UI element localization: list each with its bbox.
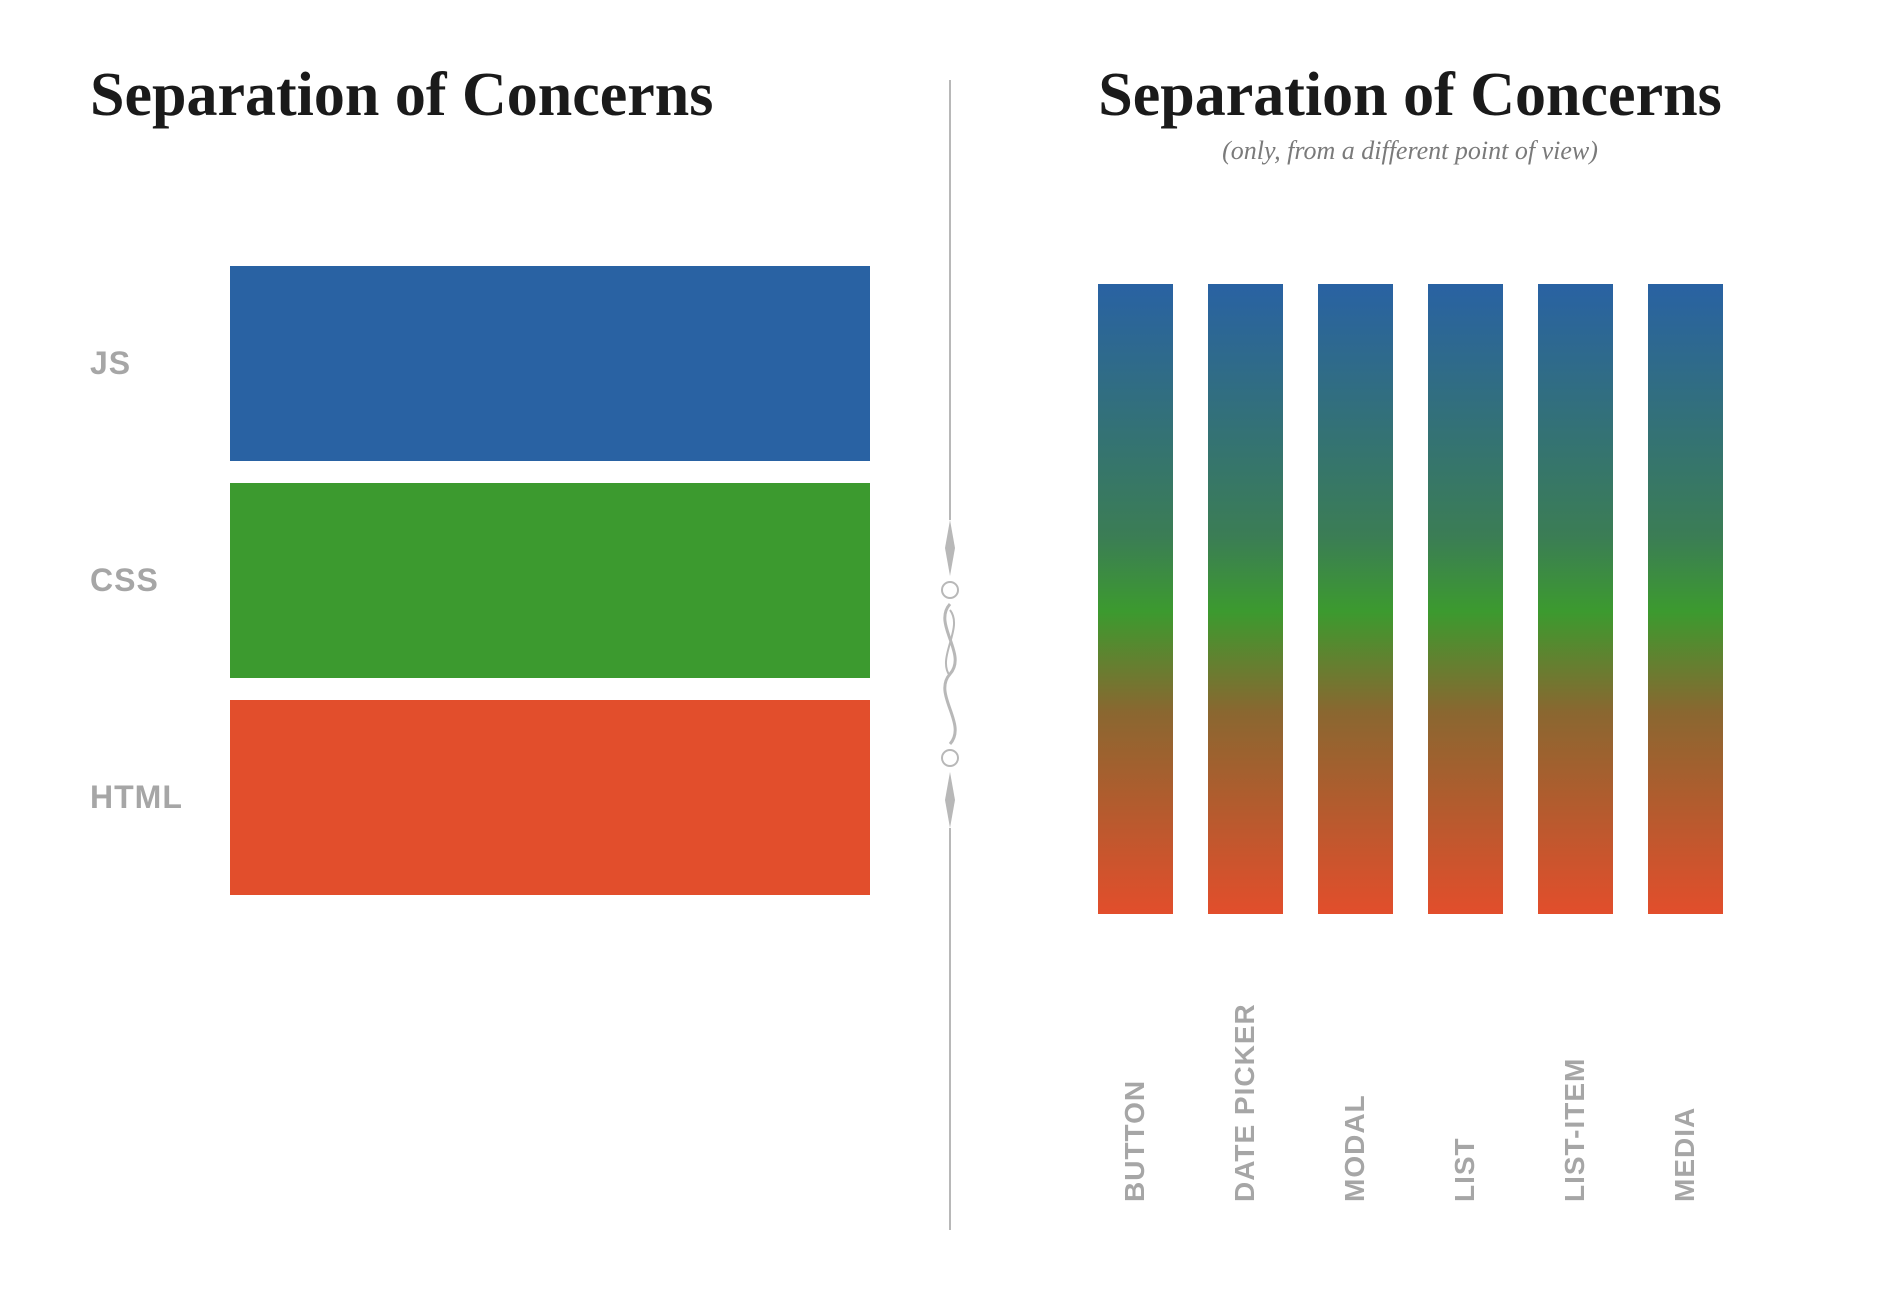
column-date-picker: DATE PICKER bbox=[1208, 284, 1283, 1202]
column-label: MEDIA bbox=[1669, 972, 1701, 1202]
column-list: LIST bbox=[1428, 284, 1503, 1202]
layer-bar-css bbox=[230, 483, 870, 678]
left-title: Separation of Concerns bbox=[90, 60, 890, 131]
column-bar bbox=[1098, 284, 1173, 914]
layer-label-js: JS bbox=[90, 345, 230, 382]
column-bar bbox=[1538, 284, 1613, 914]
columns-wrap: BUTTON DATE PICKER MODAL LIST LIST-ITEM … bbox=[1098, 284, 1723, 1202]
column-modal: MODAL bbox=[1318, 284, 1393, 1202]
right-subtitle: (only, from a different point of view) bbox=[1010, 136, 1810, 166]
divider-ornament bbox=[930, 80, 970, 1230]
layer-bar-html bbox=[230, 700, 870, 895]
column-bar bbox=[1648, 284, 1723, 914]
column-bar bbox=[1208, 284, 1283, 914]
column-label: LIST bbox=[1449, 972, 1481, 1202]
column-label: MODAL bbox=[1339, 972, 1371, 1202]
column-label: LIST-ITEM bbox=[1559, 972, 1591, 1202]
layer-row: JS bbox=[90, 266, 890, 461]
layer-label-css: CSS bbox=[90, 562, 230, 599]
column-label: DATE PICKER bbox=[1229, 972, 1261, 1202]
layer-row: HTML bbox=[90, 700, 890, 895]
column-bar bbox=[1428, 284, 1503, 914]
left-panel: Separation of Concerns JS CSS HTML bbox=[0, 0, 950, 1310]
layers-area: JS CSS HTML bbox=[90, 266, 890, 895]
column-media: MEDIA bbox=[1648, 284, 1723, 1202]
layer-row: CSS bbox=[90, 483, 890, 678]
column-list-item: LIST-ITEM bbox=[1538, 284, 1613, 1202]
column-label: BUTTON bbox=[1119, 972, 1151, 1202]
right-title: Separation of Concerns bbox=[1010, 60, 1810, 131]
columns-area: BUTTON DATE PICKER MODAL LIST LIST-ITEM … bbox=[1010, 284, 1810, 1202]
layer-bar-js bbox=[230, 266, 870, 461]
right-panel: Separation of Concerns (only, from a dif… bbox=[950, 0, 1900, 1310]
column-bar bbox=[1318, 284, 1393, 914]
layer-label-html: HTML bbox=[90, 779, 230, 816]
column-button: BUTTON bbox=[1098, 284, 1173, 1202]
